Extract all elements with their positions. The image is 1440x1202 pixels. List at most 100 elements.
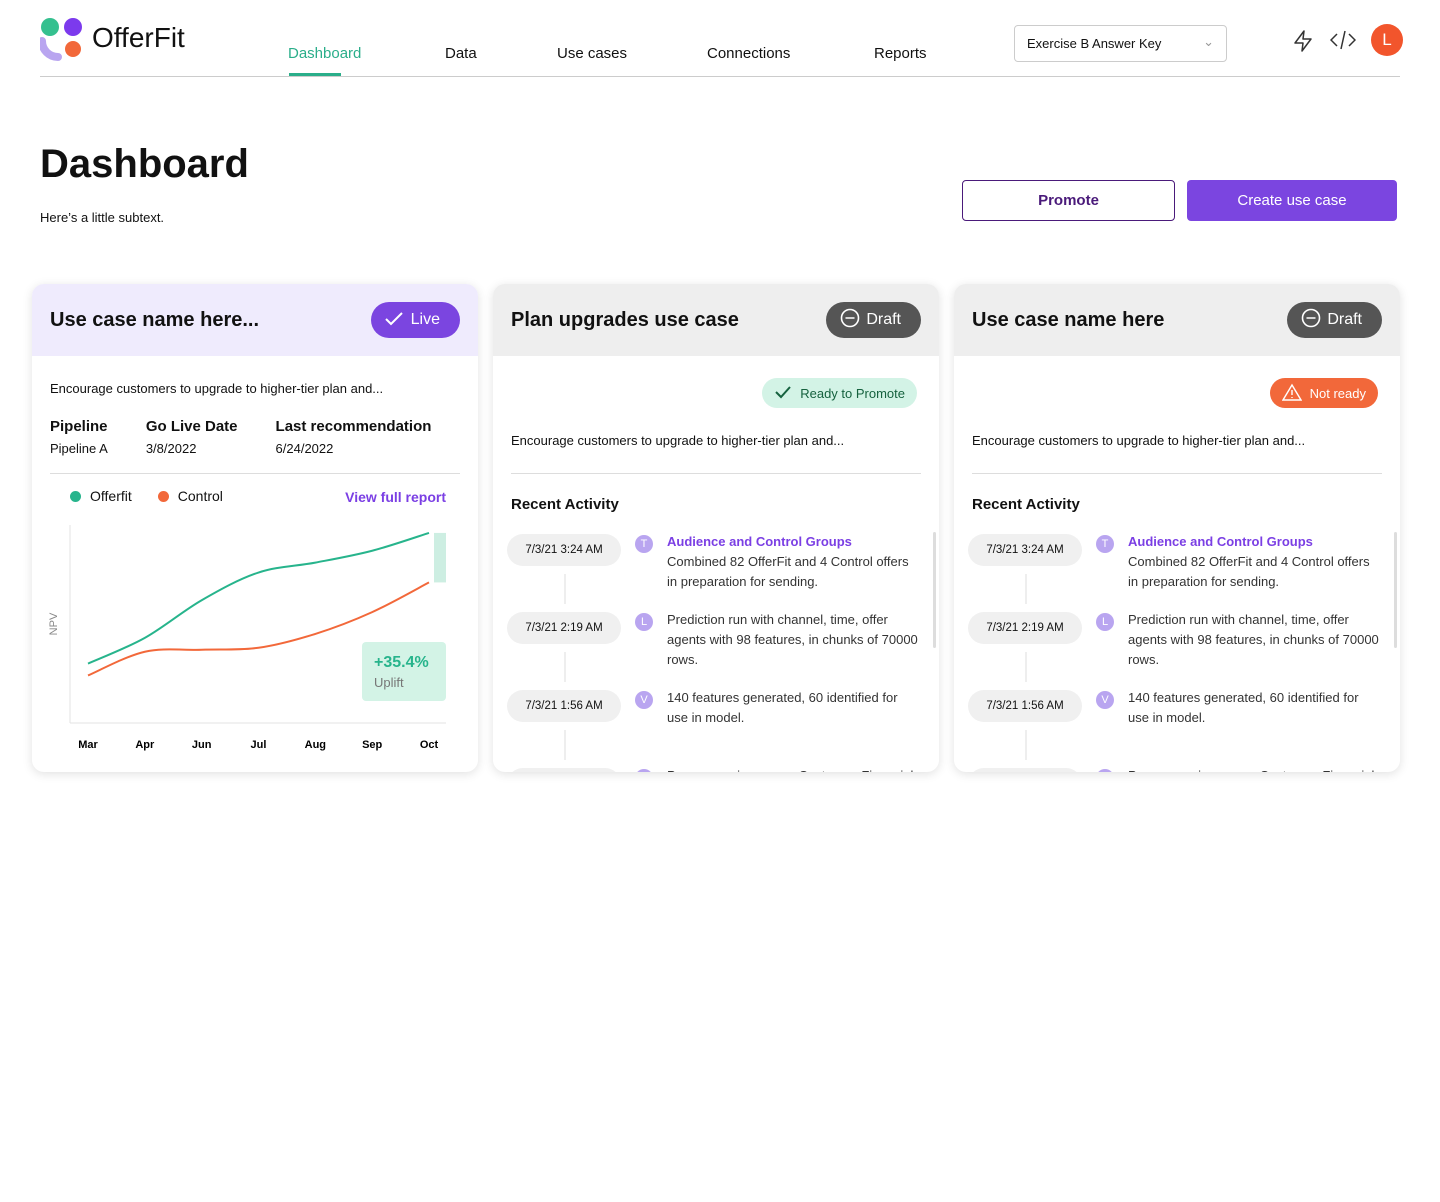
legend: Offerfit Control	[70, 488, 223, 504]
field: Pipeline Pipeline A	[50, 418, 108, 458]
avatar[interactable]: L	[1371, 24, 1403, 56]
activity-item: 7/3/21 1:56 AM V 140 features generated, 6…	[507, 690, 921, 768]
activity-text: Prediction run with channel, time, offer…	[667, 612, 918, 667]
activity-text-block: 140 features generated, 60 identified fo…	[667, 688, 921, 768]
readiness-icon	[1281, 383, 1302, 404]
uplift-label: Uplift	[374, 675, 404, 690]
status-icon	[840, 308, 860, 333]
nav-link[interactable]: Connections	[707, 45, 791, 62]
activity-text: Combined 82 OfferFit and 4 Control offer…	[1128, 554, 1370, 589]
field-value: 3/8/2022	[145, 441, 197, 456]
status-text: Draft	[866, 311, 901, 328]
card-description: Encourage customers to upgrade to higher…	[972, 433, 1306, 448]
activity-time: 7/3/21 2:19 AM	[968, 612, 1082, 644]
nav-link[interactable]: Use cases	[557, 45, 628, 62]
activity-time-placeholder	[968, 768, 1082, 772]
activity-time: 7/3/21 2:19 AM	[507, 612, 621, 644]
activity-item: 7/3/21 3:24 AM T Audience and Control Grou…	[968, 534, 1382, 612]
activity-initial: V	[1096, 769, 1114, 772]
activity-text: Pre-processing run on Customer, Financia…	[1128, 768, 1381, 772]
report-link[interactable]: View full report	[345, 489, 446, 505]
x-tick-label: Jun	[192, 739, 212, 751]
create-button[interactable]: Create use case	[1187, 180, 1397, 221]
promote-button[interactable]: Promote	[962, 180, 1175, 221]
uplift-box	[362, 642, 446, 701]
card-description: Encourage customers to upgrade to higher…	[50, 381, 384, 396]
activity-text: 140 features generated, 60 identified fo…	[667, 690, 898, 725]
activity-initial: T	[635, 769, 653, 772]
field: Last recommendation 6/24/2022	[276, 418, 432, 458]
x-tick-label: Sep	[362, 739, 382, 751]
activity-title-link[interactable]: Audience and Control Groups	[667, 534, 852, 549]
field-value: Pipeline A	[50, 441, 108, 456]
selector-text: Exercise B Answer Key	[1027, 36, 1162, 51]
x-tick-label: Mar	[78, 739, 98, 751]
activity-text-block: 140 features generated, 60 identified fo…	[1128, 688, 1382, 768]
nav-link[interactable]: Dashboard	[288, 45, 362, 62]
activity-initial: V	[1096, 691, 1114, 709]
activity-time: 7/3/21 1:56 AM	[507, 690, 621, 722]
x-tick-label: Aug	[305, 739, 326, 751]
status-text: Live	[410, 311, 440, 328]
activity-title: Recent Activity	[972, 496, 1080, 513]
readiness-text: Not ready	[1309, 385, 1366, 401]
activity-initial: T	[1096, 535, 1114, 553]
activity-time-placeholder	[507, 768, 621, 772]
selector[interactable]: Exercise B Answer Key ⌄	[1014, 25, 1227, 62]
use-case-card: Use case name here Draft Not ready Encourag…	[954, 284, 1400, 772]
activity-item: T Pre-processing run on Customer, Financi…	[507, 768, 921, 772]
activity-text-block: Pre-processing run on Customer, Financia…	[667, 766, 921, 772]
brand: OfferFit	[92, 22, 185, 53]
card-header: Plan upgrades use case Draft	[493, 284, 939, 356]
activity-item: 7/3/21 2:19 AM L Prediction run with chann…	[968, 612, 1382, 690]
status-pill: Live	[370, 302, 460, 338]
activity-time: 7/3/21 3:24 AM	[968, 534, 1082, 566]
activity-initial: V	[635, 691, 653, 709]
fields: Pipeline Pipeline A Go Live Date 3/8/2022 La…	[50, 418, 431, 458]
activity-initial: T	[635, 535, 653, 553]
series-line	[87, 581, 430, 677]
header-rule	[40, 76, 1400, 77]
legend-label: Control	[177, 488, 223, 504]
card-title: Use case name here	[972, 308, 1165, 331]
card-header: Use case name here... Live	[32, 284, 478, 356]
card-title: Use case name here...	[50, 308, 260, 331]
legend-entry: Offerfit	[70, 488, 132, 504]
field-label: Go Live Date	[145, 418, 238, 435]
scrollbar	[933, 532, 936, 648]
activity-time: 7/3/21 3:24 AM	[507, 534, 621, 566]
use-case-card: Plan upgrades use case Draft Ready to Prom…	[493, 284, 939, 772]
activity-text: Prediction run with channel, time, offer…	[1128, 612, 1379, 667]
y-axis-label: NPV	[48, 612, 60, 635]
code-icon[interactable]	[1330, 29, 1356, 51]
x-tick-label: Jul	[251, 739, 267, 751]
divider	[50, 473, 460, 474]
divider	[511, 473, 921, 474]
legend-label: Offerfit	[90, 488, 132, 504]
divider	[972, 473, 1382, 474]
activity-list: 7/3/21 3:24 AM T Audience and Control Grou…	[507, 534, 921, 772]
nav-link[interactable]: Reports	[874, 45, 927, 62]
readiness-icon	[774, 385, 792, 402]
activity-item: 7/3/21 2:19 AM L Prediction run with chann…	[507, 612, 921, 690]
readiness-pill: Not ready	[1269, 378, 1378, 408]
x-tick-label: Apr	[135, 739, 155, 751]
activity-item: 7/3/21 3:24 AM T Audience and Control Grou…	[507, 534, 921, 612]
nav-link[interactable]: Data	[445, 45, 477, 62]
activity-item: V Pre-processing run on Customer, Financi…	[968, 768, 1382, 772]
use-case-card: Use case name here... Live Encourage custo…	[32, 284, 478, 772]
legend-swatch	[157, 490, 169, 502]
page-subtext: Here’s a little subtext.	[40, 210, 165, 225]
activity-text-block: Prediction run with channel, time, offer…	[667, 610, 921, 690]
legend-entry: Control	[157, 488, 223, 504]
activity-title-link[interactable]: Audience and Control Groups	[1128, 534, 1313, 549]
logo-mark	[38, 17, 84, 61]
uplift-band	[434, 532, 446, 583]
x-tick-label: Oct	[420, 739, 439, 751]
activity-text-block: Audience and Control Groups Combined 82 O…	[1128, 532, 1382, 612]
bolt-icon[interactable]	[1292, 29, 1314, 53]
card-description: Encourage customers to upgrade to higher…	[511, 433, 845, 448]
page-title: Dashboard	[40, 142, 249, 186]
